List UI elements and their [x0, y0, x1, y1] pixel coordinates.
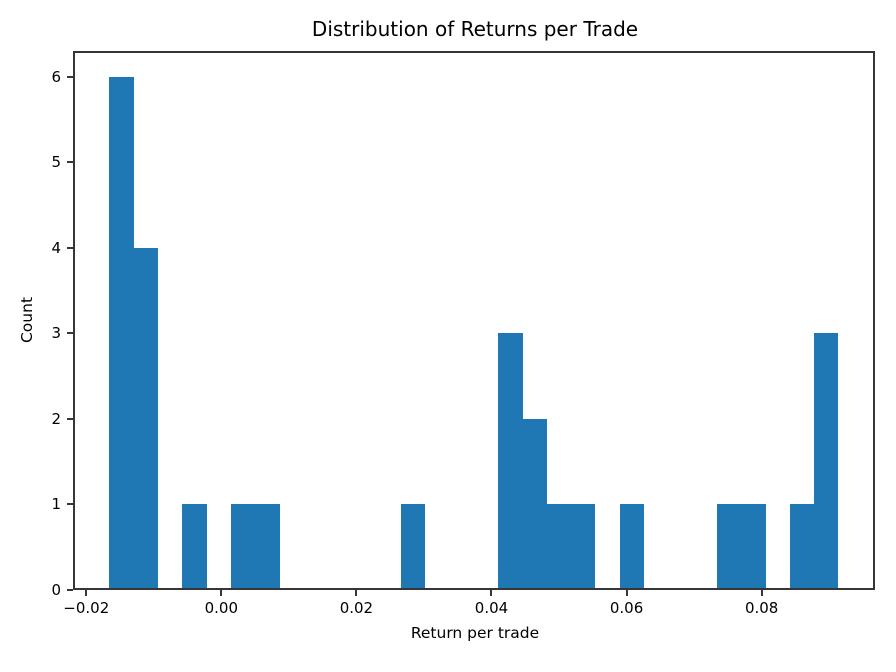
- plot-area: −0.02 0.00 0.02 0.04 0.06 0.08 0 1 2 3 4 5 6: [51, 51, 875, 617]
- chart-title: Distribution of Returns per Trade: [311, 17, 639, 41]
- histogram-bar: [522, 418, 547, 590]
- histogram-bar: [546, 504, 572, 590]
- y-tick-mark: [67, 75, 73, 78]
- y-tick-mark: [67, 417, 73, 420]
- x-axis-label: Return per trade: [410, 624, 540, 642]
- y-tick-mark: [67, 161, 73, 164]
- histogram-bar: [230, 504, 256, 590]
- x-tick-label: 0.06: [609, 599, 644, 617]
- y-tick-label: 2: [51, 409, 61, 428]
- y-tick-mark: [67, 246, 73, 249]
- y-tick-label: 0: [51, 581, 61, 599]
- histogram-bar: [814, 333, 839, 590]
- histogram-bar: [741, 504, 766, 590]
- histogram-bar: [619, 504, 645, 590]
- y-tick-label: 5: [51, 153, 61, 172]
- histogram-bar: [133, 247, 159, 590]
- histogram-bar: [255, 504, 280, 590]
- x-tick-mark: [490, 590, 493, 596]
- histogram-bar: [716, 504, 742, 590]
- x-tick-mark: [625, 590, 628, 596]
- histogram-bar: [182, 504, 207, 590]
- x-tick-label: 0.02: [339, 599, 374, 617]
- y-tick-mark: [67, 332, 73, 335]
- histogram-bar: [571, 504, 596, 590]
- x-tick-mark: [220, 590, 223, 596]
- histogram-bar: [109, 76, 134, 590]
- histogram-bar: [401, 504, 426, 590]
- x-tick-mark: [355, 590, 358, 596]
- y-tick-mark: [67, 503, 73, 506]
- x-tick-mark: [760, 590, 763, 596]
- histogram-bar: [789, 504, 815, 590]
- y-tick-label: 1: [51, 495, 61, 514]
- x-tick-mark: [85, 590, 88, 596]
- y-axis-label: Count: [18, 296, 36, 344]
- x-tick-label: 0.00: [204, 599, 239, 617]
- x-tick-label: −0.02: [63, 599, 110, 617]
- y-tick-label: 4: [51, 238, 61, 257]
- y-tick-label: 3: [51, 324, 61, 343]
- y-tick-label: 6: [51, 67, 61, 86]
- x-tick-label: 0.04: [474, 599, 509, 617]
- x-tick-label: 0.08: [744, 599, 779, 617]
- y-tick-mark: [67, 589, 73, 591]
- histogram-bar: [498, 333, 523, 590]
